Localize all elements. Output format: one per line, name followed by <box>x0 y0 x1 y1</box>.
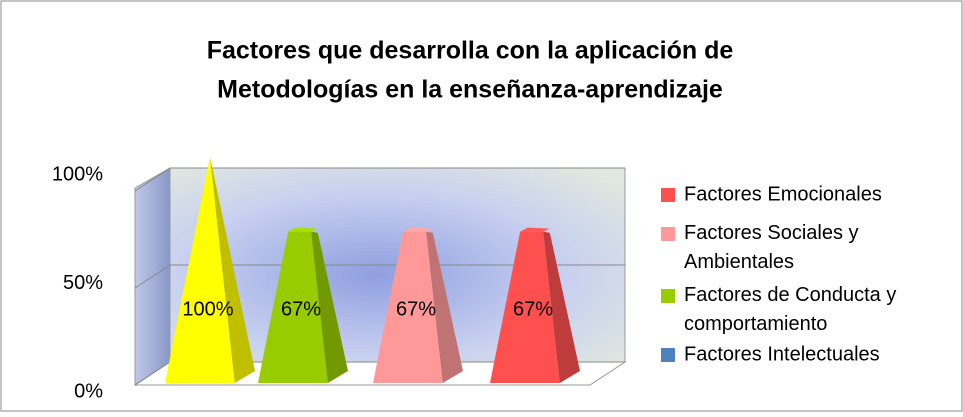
pyramid-side <box>543 231 580 383</box>
pyramid <box>373 227 463 383</box>
grid-line <box>134 264 625 289</box>
legend-line: comportamiento <box>684 313 827 335</box>
legend-label: Factores Emocionales <box>684 183 882 205</box>
legend-line: Ambientales <box>684 251 794 273</box>
chart-title: Factores que desarrolla con la aplicació… <box>207 37 734 65</box>
chart-title: Metodologías en la enseñanza-aprendizaje <box>217 76 723 104</box>
pyramid-front <box>258 231 328 383</box>
pyramid-top <box>403 227 433 232</box>
data-label: 100% <box>182 298 233 320</box>
legend-line: Factores Sociales y <box>684 222 859 244</box>
legend-swatch <box>661 348 675 362</box>
pyramid-top <box>288 227 318 232</box>
legend-label: Factores de Conducta y comportamiento <box>684 284 896 335</box>
legend-label: Factores Intelectuales <box>684 343 880 365</box>
pyramid <box>490 227 580 383</box>
data-label: 67% <box>396 298 436 320</box>
y-tick-label: 100% <box>52 163 103 185</box>
y-tick-label: 50% <box>63 272 103 294</box>
y-tick-label: 0% <box>74 380 103 402</box>
legend-swatch <box>661 188 675 202</box>
data-label: 67% <box>513 298 553 320</box>
legend-swatch <box>661 227 675 241</box>
pyramid-side <box>426 231 463 383</box>
pyramid-side <box>311 231 348 383</box>
legend-label: Factores Sociales y Ambientales <box>684 222 859 273</box>
legend-line: Factores de Conducta y <box>684 284 896 306</box>
legend-swatch <box>661 289 675 303</box>
pyramid-front <box>165 157 235 383</box>
pyramid-front <box>373 231 443 383</box>
pyramid <box>165 157 255 383</box>
pyramid-side <box>210 157 255 383</box>
pyramid-front <box>490 231 560 383</box>
grid-line <box>134 167 625 192</box>
pyramid-top <box>520 227 550 232</box>
pyramid <box>258 227 348 383</box>
data-label: 67% <box>281 298 321 320</box>
